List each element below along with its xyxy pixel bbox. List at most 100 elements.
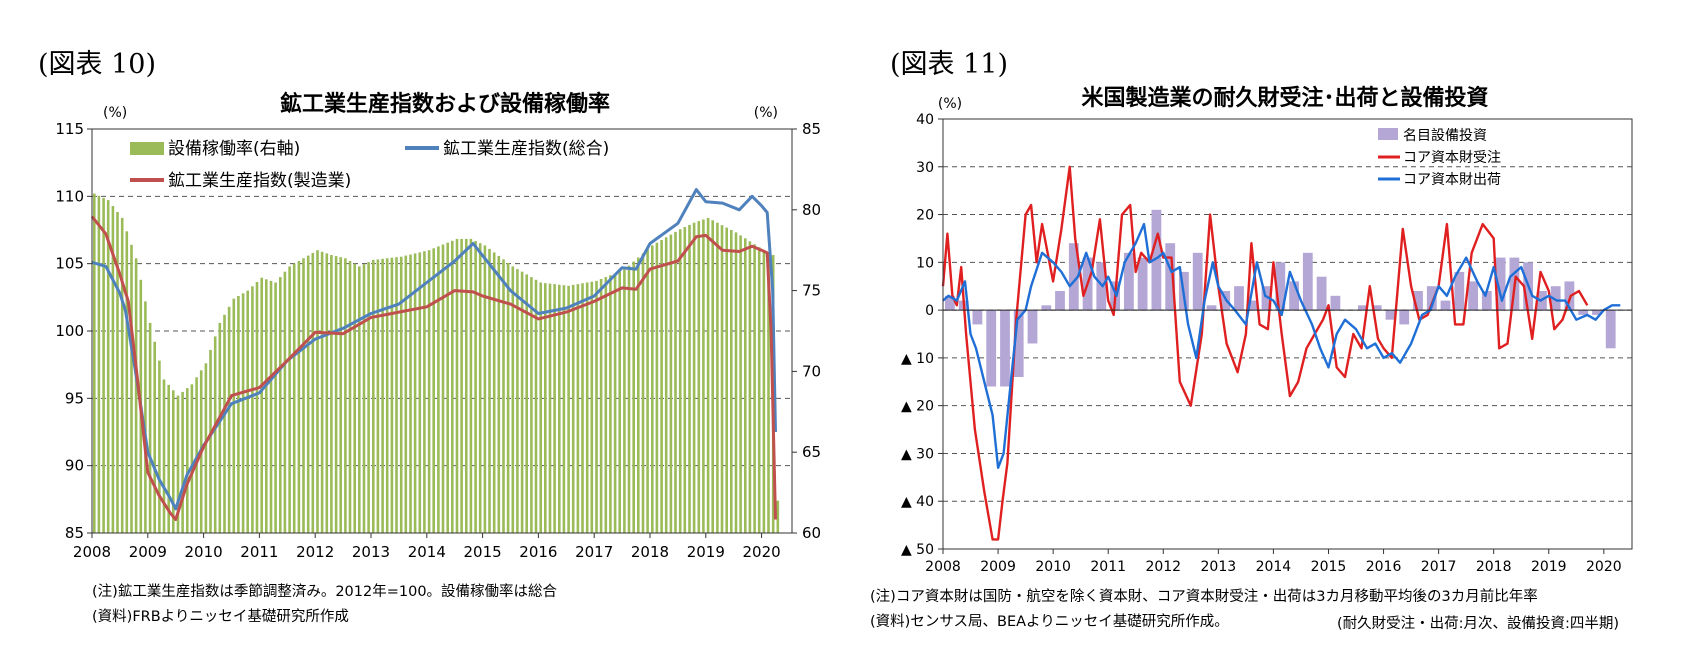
investment-bar <box>1261 286 1272 311</box>
capacity-bar <box>632 261 635 533</box>
capacity-bar <box>320 251 324 534</box>
capacity-bar <box>93 193 96 533</box>
investment-bar <box>1068 243 1079 311</box>
capacity-bar <box>613 273 617 533</box>
capacity-bar <box>409 254 412 533</box>
x-tick-label: 2009 <box>980 559 1016 575</box>
capacity-bar <box>427 250 431 533</box>
capacity-bar <box>418 252 422 533</box>
capacity-bar <box>376 259 380 533</box>
capacity-bar <box>441 244 445 533</box>
capacity-bar <box>404 255 408 533</box>
capacity-bar <box>595 280 598 533</box>
capacity-bar <box>134 258 138 533</box>
capacity-bar <box>516 269 519 533</box>
capacity-bar <box>172 390 175 533</box>
y-right-tick-label: 80 <box>802 201 821 219</box>
panel-durable-goods: (図表 11) 米国製造業の耐久財受注･出荷と設備投資 (%) ▲ 50 ▲ 40 ▲ … <box>850 0 1707 663</box>
capacity-bar <box>265 279 268 533</box>
capacity-bar <box>437 246 440 533</box>
x-tick-label: 2010 <box>185 543 223 561</box>
capacity-bar <box>483 245 487 533</box>
plot-frame <box>942 118 1633 550</box>
capacity-bar <box>446 242 449 533</box>
panel-industrial-production: (図表 10) 鉱工業生産指数および設備稼働率 (%) (%) 85 90 95 100 10… <box>0 0 850 663</box>
x-tick-label: 2008 <box>73 543 111 561</box>
investment-bar <box>1289 281 1299 311</box>
capacity-bar <box>669 234 673 533</box>
investment-bar <box>1481 291 1492 311</box>
capacity-bar <box>325 253 329 533</box>
x-tick-label: 2013 <box>352 543 390 561</box>
series-line-mfg <box>90 215 777 521</box>
chart-note: (注)鉱工業生産指数は季節調整済み。2012年=100。設備稼働率は総合 <box>92 584 558 600</box>
capacity-bar <box>153 341 156 533</box>
capacity-bar <box>739 235 742 533</box>
investment-bar <box>1192 252 1203 311</box>
capacity-bar <box>125 231 129 534</box>
x-tick-label: 2014 <box>408 543 446 561</box>
y-unit: (%) <box>938 96 962 112</box>
chart-source: (資料)センサス局、BEAよりニッセイ基礎研究所作成。 <box>870 614 1229 630</box>
capacity-bar <box>776 500 780 533</box>
investment-bar <box>1151 209 1162 311</box>
investment-bar <box>1000 310 1010 387</box>
capacity-bar <box>148 322 152 533</box>
capacity-bar <box>697 221 701 533</box>
y-right-tick-label: 70 <box>802 362 821 380</box>
investment-bar <box>1592 310 1602 315</box>
capacity-bar <box>627 265 631 533</box>
capacity-bar <box>730 230 733 533</box>
y-right-tick-label: 60 <box>802 524 821 542</box>
investment-bar <box>1605 310 1616 349</box>
chart-industrial-production: 鉱工業生産指数および設備稼働率 (%) (%) 85 90 95 100 105 110 115 6… <box>55 91 821 561</box>
capacity-bar <box>530 277 533 533</box>
y-right-tick-label: 65 <box>802 443 821 461</box>
capacity-bar <box>316 250 319 533</box>
x-tick-label: 2015 <box>1311 559 1347 575</box>
capacity-bar <box>348 261 352 533</box>
capacity-bar <box>544 283 547 533</box>
capacity-bar <box>311 252 315 533</box>
y-right-unit: (%) <box>754 105 778 121</box>
x-tick-label: 2009 <box>129 543 167 561</box>
investment-bar <box>1385 310 1396 320</box>
capacity-bar <box>283 271 287 533</box>
capacity-bar <box>302 258 305 533</box>
capacity-bar <box>525 274 528 533</box>
figure-label: (図表 11) <box>890 49 1009 80</box>
investment-bar <box>1124 252 1134 311</box>
capacity-bar <box>218 322 222 533</box>
capacity-bar <box>511 266 515 533</box>
investment-bar <box>972 310 983 325</box>
x-tick-label: 2020 <box>1586 559 1622 575</box>
capacity-bar <box>213 336 217 533</box>
capacity-bar <box>334 256 338 533</box>
x-tick-label: 2017 <box>575 543 613 561</box>
capacity-bar <box>353 263 356 533</box>
capacity-bar <box>381 258 384 533</box>
capacity-bar <box>292 263 296 533</box>
capacity-bar <box>260 277 263 533</box>
capacity-bar <box>762 250 766 533</box>
capacity-bar <box>176 395 180 533</box>
capacity-bar <box>190 384 194 533</box>
capacity-bar <box>748 241 752 534</box>
capacity-bar <box>609 275 612 533</box>
capacity-bar <box>423 251 426 534</box>
x-tick-label: 2019 <box>1531 559 1567 575</box>
investment-bar <box>945 295 955 311</box>
capacity-bar <box>116 212 119 533</box>
capacity-bar <box>232 298 236 533</box>
capacity-bar <box>702 219 705 533</box>
capacity-bar <box>711 220 714 534</box>
capacity-bar <box>497 255 501 533</box>
y-left-tick-label: 110 <box>55 187 84 205</box>
investment-bar <box>1578 310 1589 315</box>
y-tick-label: ▲ 10 <box>901 351 934 367</box>
investment-bar <box>1013 310 1024 377</box>
capacity-bar <box>209 349 212 533</box>
capacity-bar <box>716 222 719 533</box>
y-tick-label: 0 <box>925 303 934 319</box>
capacity-bar <box>599 279 603 533</box>
